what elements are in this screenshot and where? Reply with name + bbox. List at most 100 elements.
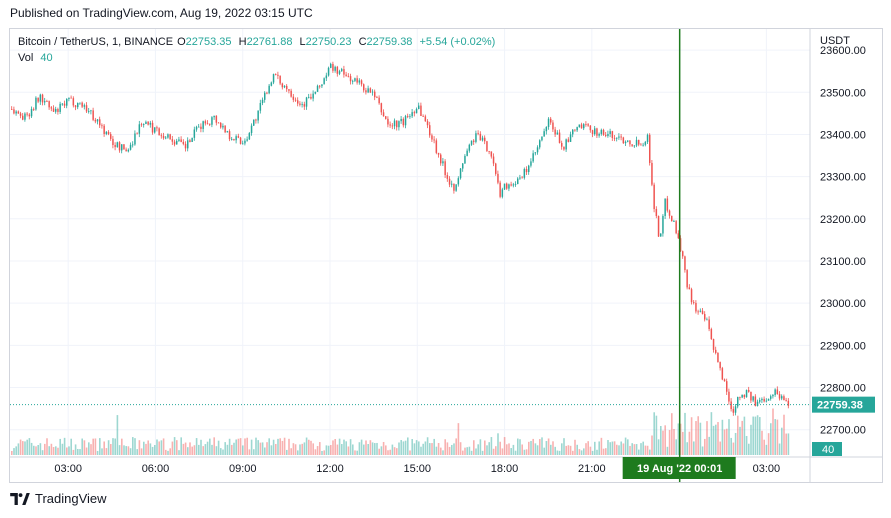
candle-body xyxy=(224,125,226,133)
volume-bar xyxy=(41,450,44,455)
candle-body xyxy=(415,108,418,114)
candle-body xyxy=(545,127,548,132)
volume-bar xyxy=(561,443,563,455)
volume-bar xyxy=(477,444,479,455)
candle-body xyxy=(519,177,521,179)
candle-body xyxy=(684,256,686,271)
volume-bar xyxy=(268,438,270,455)
footer-brand[interactable]: TradingView xyxy=(10,491,107,506)
candle-body xyxy=(198,126,200,128)
legend-h-label: H xyxy=(238,36,247,48)
volume-bar xyxy=(325,445,328,455)
candle-body xyxy=(308,96,310,98)
candle-body xyxy=(671,215,673,222)
volume-bar xyxy=(158,441,160,455)
volume-bar xyxy=(517,438,519,455)
volume-bar xyxy=(572,450,574,455)
candle-body xyxy=(651,162,653,185)
candle-body xyxy=(202,121,204,129)
volume-bar xyxy=(228,438,231,455)
volume-bar xyxy=(341,444,343,455)
candle-body xyxy=(470,140,473,145)
chart-frame[interactable] xyxy=(9,28,883,483)
volume-bar xyxy=(301,443,303,455)
candle-body xyxy=(481,137,484,141)
candle-body xyxy=(717,352,719,363)
volume-bar xyxy=(215,446,218,455)
candle-body xyxy=(627,140,629,142)
volume-bar xyxy=(13,448,15,455)
candle-body xyxy=(580,124,583,129)
candle-body xyxy=(325,75,328,79)
candle-body xyxy=(195,126,198,130)
volume-bar xyxy=(426,437,429,455)
volume-bar xyxy=(66,447,68,455)
candle-body xyxy=(701,310,704,315)
candle-body xyxy=(268,85,270,94)
candle-body xyxy=(96,119,99,122)
volume-bar xyxy=(294,444,297,455)
volume-bar xyxy=(211,444,213,455)
volume-bar xyxy=(618,445,620,455)
volume-bar xyxy=(620,441,622,455)
volume-bar xyxy=(710,412,713,455)
candle-body xyxy=(763,398,765,402)
candle-body xyxy=(312,93,314,99)
candle-body xyxy=(732,409,735,413)
volume-bar xyxy=(297,450,299,455)
candle-body xyxy=(90,110,92,112)
candle-body xyxy=(101,125,103,127)
y-tick-label: 23100.00 xyxy=(820,256,866,268)
volume-bar xyxy=(123,445,125,455)
candle-body xyxy=(145,121,147,124)
volume-bar xyxy=(193,445,196,455)
candle-body xyxy=(688,287,691,290)
candle-body xyxy=(171,139,174,142)
candle-body xyxy=(356,78,358,83)
volume-bar xyxy=(37,445,39,455)
candle-body xyxy=(600,129,603,134)
candle-body xyxy=(147,121,149,125)
candle-body xyxy=(660,233,662,237)
candle-body xyxy=(486,141,488,151)
candle-body xyxy=(662,215,664,234)
volume-bar xyxy=(704,438,706,455)
volume-bar xyxy=(266,442,268,455)
candle-body xyxy=(783,396,785,401)
candle-body xyxy=(642,144,644,146)
last-price-label: 22759.38 xyxy=(817,400,863,412)
volume-bar xyxy=(134,438,136,455)
candle-body xyxy=(433,139,435,141)
volume-bar xyxy=(415,440,418,455)
candle-body xyxy=(512,184,515,186)
volume-bar xyxy=(338,438,341,455)
candle-body xyxy=(657,216,660,237)
volume-bar xyxy=(435,446,438,455)
volume-bar xyxy=(387,450,389,455)
volume-bar xyxy=(466,447,468,455)
candle-body xyxy=(396,120,398,128)
volume-bar xyxy=(101,448,103,455)
volume-bar xyxy=(418,441,420,455)
candle-body xyxy=(314,91,317,94)
volume-bar xyxy=(591,450,594,455)
volume-bar xyxy=(136,449,138,455)
candle-body xyxy=(466,150,468,156)
candle-body xyxy=(140,124,143,126)
volume-bar xyxy=(235,439,237,455)
volume-bar xyxy=(57,447,59,455)
candle-body xyxy=(233,139,235,141)
volume-bar xyxy=(622,443,625,455)
candle-body xyxy=(310,96,312,99)
volume-bar xyxy=(501,448,504,455)
candle-body xyxy=(107,131,110,135)
candle-body xyxy=(63,103,66,106)
volume-bar xyxy=(44,443,46,455)
candle-body xyxy=(631,144,633,146)
volume-bar xyxy=(536,445,539,455)
candle-body xyxy=(761,398,763,401)
volume-bar xyxy=(759,417,761,455)
volume-bar xyxy=(723,429,726,455)
candle-body xyxy=(264,92,266,100)
